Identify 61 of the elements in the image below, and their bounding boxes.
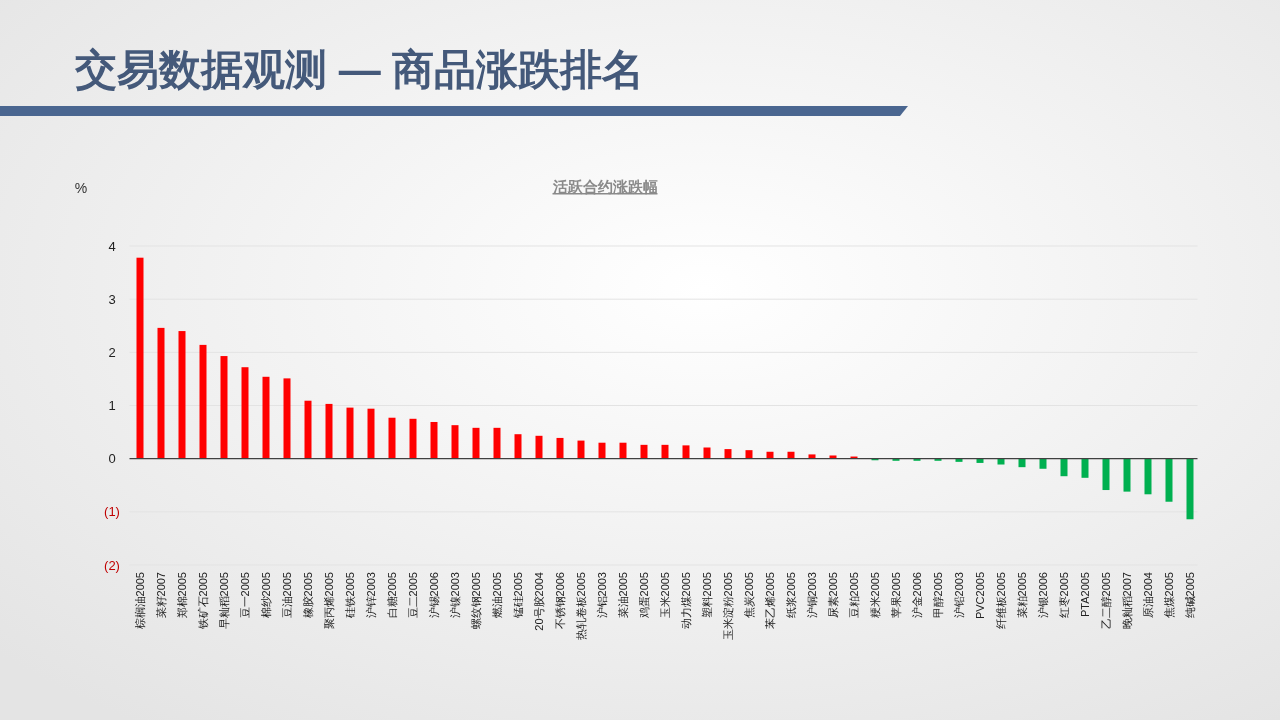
xtick: 沪银2006 — [1037, 572, 1049, 619]
xtick: 螺纹钢2005 — [470, 572, 482, 630]
xtick: PTA2005 — [1079, 572, 1091, 618]
xtick: 豆粕2005 — [848, 572, 860, 619]
title: 交易数据观测 — 商品涨跌排名 — [75, 46, 645, 93]
xtick: 沪铝2003 — [596, 572, 608, 619]
xtick: 玉米2005 — [659, 572, 671, 619]
xtick: 塑料2005 — [701, 572, 713, 619]
subtitle: 活跃合约涨跌幅 — [552, 178, 658, 195]
ytick: 4 — [108, 238, 116, 254]
xtick: 早籼稻2005 — [218, 572, 230, 630]
xtick: 苹果2005 — [890, 572, 902, 619]
xtick: 纤维板2005 — [995, 572, 1007, 630]
xtick: 橡胶2005 — [302, 572, 314, 619]
xtick: 沪锌2003 — [365, 572, 377, 619]
xtick: 焦炭2005 — [743, 572, 755, 619]
xtick: 豆一2005 — [239, 572, 251, 619]
xtick: 郑棉2005 — [176, 572, 188, 619]
xtick: 沪铜2003 — [806, 572, 818, 619]
xtick: 纸浆2005 — [785, 572, 797, 619]
xtick: 20号胶2004 — [533, 572, 545, 631]
xtick: 菜粕2005 — [1016, 572, 1028, 619]
ytick: (1) — [104, 504, 120, 520]
xtick: 沪锡2006 — [428, 572, 440, 619]
xtick: 鸡蛋2005 — [638, 572, 650, 619]
xtick: 乙二醇2005 — [1100, 572, 1112, 630]
ytick: 3 — [108, 291, 116, 307]
ylabel: % — [74, 180, 88, 196]
xtick: 红枣2005 — [1058, 572, 1070, 619]
xtick: 棕榈油2005 — [134, 572, 146, 630]
xtick: 甲醇2005 — [932, 572, 944, 619]
xtick: 菜籽2007 — [155, 572, 167, 619]
xtick: 动力煤2005 — [680, 572, 692, 630]
xtick: 白糖2005 — [386, 572, 398, 619]
xtick: 晚籼稻2007 — [1121, 572, 1133, 630]
xtick: 粳米2005 — [869, 572, 881, 619]
xtick: 焦煤2005 — [1163, 572, 1175, 619]
ytick: 0 — [108, 451, 116, 467]
xtick: 硅铁2005 — [344, 572, 356, 619]
xtick: 菜油2005 — [617, 572, 629, 619]
xtick: 尿素2005 — [827, 572, 839, 619]
xtick: 豆油2005 — [281, 572, 293, 619]
xtick: 玉米淀粉2005 — [722, 572, 734, 641]
xtick: 燃油2005 — [491, 572, 503, 619]
xtick: 沪镍2003 — [449, 572, 461, 619]
xtick: 铁矿石2005 — [197, 572, 209, 630]
xtick: 原油2004 — [1142, 572, 1154, 619]
xtick: 苯乙烯2005 — [764, 572, 776, 630]
xtick: 豆二2005 — [407, 572, 419, 619]
ytick: 2 — [108, 344, 116, 360]
xtick: 锰硅2005 — [512, 572, 524, 619]
xtick: 沪金2006 — [911, 572, 923, 619]
ytick: (2) — [104, 557, 120, 573]
xtick: 棉纱2005 — [260, 572, 272, 619]
xtick: 热轧卷板2005 — [575, 572, 587, 641]
xtick: 不锈钢2006 — [554, 572, 566, 630]
xtick: 纯碱2005 — [1184, 572, 1196, 619]
xtick: PVC2005 — [974, 572, 986, 620]
xtick: 沪铅2003 — [953, 572, 965, 619]
ytick: 1 — [108, 398, 116, 413]
xtick: 聚丙烯2005 — [323, 572, 335, 630]
